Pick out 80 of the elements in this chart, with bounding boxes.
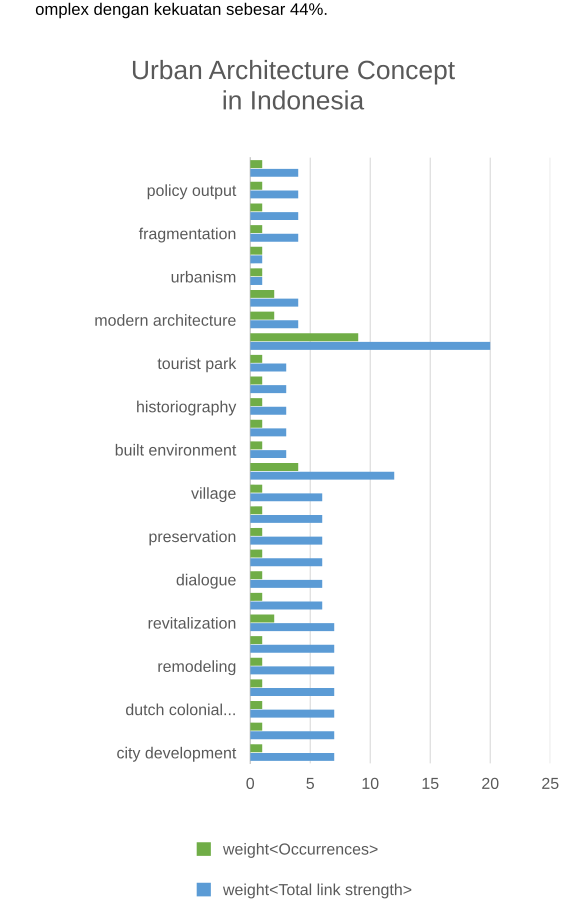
bar: [250, 752, 334, 761]
bar: [250, 234, 298, 242]
bar: [250, 420, 262, 428]
bar: [250, 514, 322, 523]
bar: [250, 398, 262, 406]
y-tick-label: policy output: [148, 184, 236, 200]
bar: [250, 580, 322, 588]
bar: [250, 190, 298, 198]
bar: [250, 441, 262, 450]
y-tick-label: tourist park: [158, 357, 236, 372]
x-tick-label: 5: [306, 778, 314, 790]
bar: [250, 602, 322, 610]
y-tick-label: city development: [117, 746, 236, 762]
bar: [250, 744, 262, 752]
bar: [250, 623, 334, 632]
bar: [250, 160, 262, 168]
bar: [250, 571, 262, 580]
bar: [250, 168, 298, 177]
legend-label: weight<Occurrences>: [222, 842, 378, 858]
bar: [250, 320, 298, 328]
bar: [250, 636, 262, 644]
bar: [250, 203, 262, 212]
bar: [250, 298, 298, 307]
bar: [250, 536, 322, 545]
bar: [250, 666, 334, 674]
legend-label: weight<Total link strength>: [222, 884, 412, 898]
bar: [250, 472, 394, 480]
bar: [250, 342, 490, 350]
bar: [250, 658, 262, 666]
y-tick-label: dutch colonial...: [126, 704, 235, 716]
bar: [250, 246, 262, 255]
bar: [250, 710, 334, 718]
bar: [250, 558, 322, 566]
bar: [250, 506, 262, 514]
bar: [250, 212, 298, 220]
bar: [250, 354, 262, 363]
y-tick-label: dialogue: [176, 574, 236, 589]
bar: [250, 701, 262, 709]
bar: [250, 731, 334, 740]
y-tick-label: fragmentation: [138, 228, 236, 242]
y-tick-label: village: [191, 487, 236, 502]
x-tick-label: 15: [422, 778, 438, 790]
text: omplex dengan kekuatan sebesar 44%.: [36, 2, 326, 18]
bar: [250, 255, 262, 264]
bar: [250, 376, 262, 384]
bar: [250, 290, 274, 298]
bar: [250, 268, 262, 276]
bar: [250, 312, 274, 320]
chart-title: Urban Architecture Concept in Indonesia: [132, 60, 455, 110]
x-tick-label: 0: [246, 778, 254, 790]
y-tick-label: preservation: [149, 530, 236, 546]
y-tick-label: urbanism: [172, 270, 236, 283]
bar: [250, 614, 274, 622]
bar: [250, 722, 262, 731]
y-tick-label: historiography: [137, 400, 236, 416]
bar: [250, 688, 334, 696]
y-tick-label: remodeling: [158, 660, 236, 676]
bar: [250, 493, 322, 502]
x-tick-label: 10: [362, 778, 378, 790]
bar: [250, 333, 358, 342]
bar: [250, 406, 286, 415]
bar: [250, 550, 262, 558]
bar: [250, 428, 286, 436]
bar: [250, 484, 262, 493]
y-tick-label: modern architecture: [95, 314, 236, 326]
bar: [250, 225, 262, 234]
bar: [250, 364, 286, 372]
bar: [250, 385, 286, 394]
bar: [250, 276, 262, 285]
x-tick-label: 25: [542, 778, 558, 790]
x-tick-label: 20: [482, 778, 499, 790]
y-tick-label: revitalization: [148, 617, 236, 629]
y-tick-label: built environment: [116, 444, 236, 456]
bar: [250, 592, 262, 601]
bar: [250, 679, 262, 688]
bar: [250, 644, 334, 653]
bar: [250, 528, 262, 536]
bar: [250, 182, 262, 190]
bar: [250, 450, 286, 458]
bar: [250, 463, 298, 472]
